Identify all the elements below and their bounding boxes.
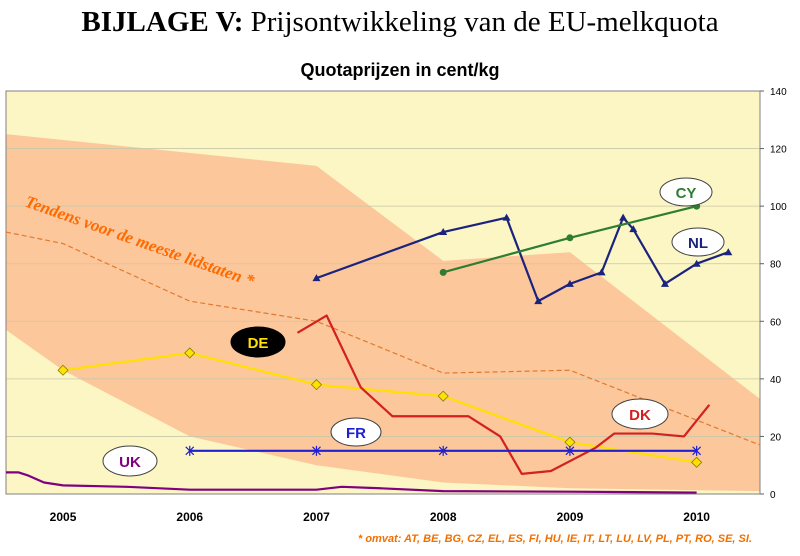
series-label-bubble-fr	[330, 417, 382, 447]
series-label-bubble-cy	[659, 177, 713, 207]
series-uk: UK	[6, 445, 697, 494]
chart-title: Quotaprijzen in cent/kg	[300, 60, 500, 80]
data-point-fr	[312, 445, 321, 456]
series-label-dk: DK	[629, 407, 651, 424]
x-tick-label: 2006	[176, 510, 203, 524]
data-point-cy	[439, 268, 447, 276]
data-point-nl	[597, 268, 606, 276]
series-label-bubble-uk	[102, 445, 158, 477]
data-point-de	[184, 347, 196, 359]
data-point-nl	[724, 248, 733, 256]
data-point-de	[437, 390, 449, 402]
y-tick-label: 140	[770, 87, 787, 98]
data-point-nl	[565, 279, 574, 287]
data-point-fr	[185, 445, 195, 456]
x-tick-label: 2007	[303, 510, 330, 524]
x-tick-label: 2010	[683, 510, 710, 524]
series-label-bubble-de	[230, 326, 286, 358]
data-point-nl	[534, 297, 543, 305]
series-de: DE	[57, 326, 703, 468]
data-point-nl	[692, 259, 701, 267]
x-tick-label: 2005	[50, 510, 77, 524]
plot-border	[5, 90, 761, 495]
y-tick-label: 100	[770, 202, 787, 213]
series-line-dk	[296, 314, 711, 475]
data-point-fr	[692, 445, 702, 456]
series-label-cy: CY	[676, 185, 697, 202]
page-title-bold: BIJLAGE V:	[81, 6, 244, 38]
data-point-de	[57, 364, 69, 376]
series-line-uk	[6, 471, 697, 494]
data-point-fr	[438, 445, 448, 456]
series-label-de: DE	[248, 335, 269, 352]
data-point-fr	[565, 445, 575, 456]
series-fr: FR	[185, 417, 702, 456]
y-tick-label: 20	[770, 432, 782, 443]
page-title: BIJLAGE V: Prijsontwikkeling van de EU-m…	[0, 6, 800, 39]
y-tick-label: 80	[770, 260, 782, 271]
footnote: * omvat: AT, BE, BG, CZ, EL, ES, FI, HU,…	[357, 533, 752, 545]
data-point-cy	[566, 234, 574, 242]
data-point-de	[310, 379, 323, 391]
data-point-nl	[502, 213, 511, 221]
y-tick-label: 0	[770, 490, 776, 501]
data-point-nl	[619, 213, 628, 221]
y-tick-label: 40	[770, 375, 782, 386]
data-point-nl	[660, 279, 669, 287]
x-tick-label: 2009	[557, 510, 584, 524]
data-point-nl	[312, 274, 321, 282]
series-label-bubble-nl	[671, 227, 725, 257]
series-cy: CY	[439, 177, 713, 276]
series-label-nl: NL	[688, 235, 708, 252]
series-label-uk: UK	[119, 454, 141, 471]
series-label-bubble-dk	[611, 398, 669, 430]
data-point-nl	[629, 225, 638, 233]
data-point-de	[691, 456, 703, 468]
trend-line	[5, 231, 761, 446]
price-range-band	[6, 134, 760, 492]
data-point-nl	[439, 228, 448, 236]
page-title-rest: Prijsontwikkeling van de EU-melkquota	[243, 6, 719, 38]
series-line-de	[62, 351, 697, 464]
series-dk: DK	[296, 314, 711, 475]
y-tick-label: 60	[770, 317, 782, 328]
x-tick-label: 2008	[430, 510, 457, 524]
series-nl: NL	[312, 213, 733, 305]
y-tick-label: 120	[770, 145, 787, 156]
series-label-fr: FR	[346, 425, 366, 442]
